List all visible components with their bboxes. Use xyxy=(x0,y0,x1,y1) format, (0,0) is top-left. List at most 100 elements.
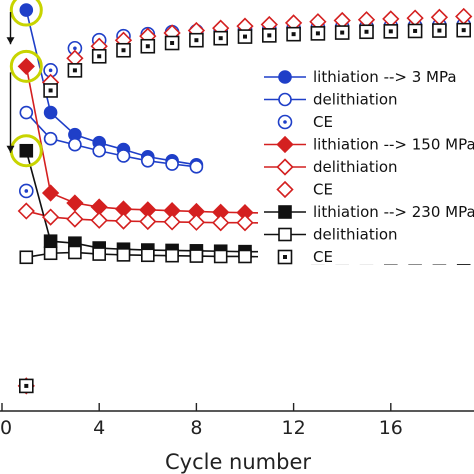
series-7-point-4 xyxy=(116,248,131,262)
series-8-point-10-dot xyxy=(267,33,272,38)
series-8-point-4 xyxy=(116,42,131,58)
series-8-point-14 xyxy=(359,24,374,40)
x-tick-label-3: 12 xyxy=(282,417,306,439)
series-6-point-1 xyxy=(43,234,58,248)
series-1-point-1 xyxy=(43,131,58,146)
legend-item-2: CE xyxy=(277,113,333,131)
x-axis-title: Cycle number xyxy=(165,450,311,474)
series-7-point-7 xyxy=(189,249,204,263)
series-4-point-1 xyxy=(41,208,60,226)
series-3-point-2 xyxy=(66,194,84,212)
series-1-point-5 xyxy=(141,154,155,168)
arrow-1-head xyxy=(6,145,15,153)
series-8-point-9 xyxy=(237,29,253,44)
series-7-point-4-shape xyxy=(116,248,131,262)
series-7-point-0-shape xyxy=(19,250,34,265)
series-7-point-1 xyxy=(43,246,58,261)
x-axis-ticks: 0 4 8 12 16 xyxy=(0,403,403,439)
legend-label-3: lithiation --> 150 MPa xyxy=(313,136,474,154)
legend-label-1: delithiation xyxy=(313,91,398,109)
series-7-point-8-shape xyxy=(213,249,228,264)
annotation-arrows xyxy=(6,12,15,153)
series-0-point-1-shape xyxy=(43,105,58,120)
legend-marker-2-dot xyxy=(283,120,287,124)
series-7-point-9 xyxy=(238,249,252,264)
series-8-point-2-dot xyxy=(72,68,77,73)
series-7-point-5-shape xyxy=(141,248,155,263)
legend-marker-5 xyxy=(276,180,294,199)
series-8-point-15-dot xyxy=(388,29,393,34)
legend-label-5: CE xyxy=(313,181,333,199)
series-6-point-0 xyxy=(19,143,34,158)
series-1-point-4 xyxy=(116,149,131,163)
legend-label-6: lithiation --> 230 MPa xyxy=(313,203,474,221)
legend-marker-0 xyxy=(278,70,292,84)
series-8-point-10 xyxy=(261,28,277,43)
legend-marker-1 xyxy=(278,92,292,107)
legend-marker-2 xyxy=(277,114,293,130)
series-8-point-12-dot xyxy=(315,31,320,36)
series-3-point-1 xyxy=(41,184,60,202)
series-8-point-18-dot xyxy=(461,28,466,33)
series-2-point-1-dot xyxy=(48,68,53,73)
series-1-point-2-shape xyxy=(68,137,82,152)
series-1-point-0 xyxy=(19,105,34,120)
series-0-point-0-shape xyxy=(19,3,34,17)
series-8-point-3 xyxy=(91,48,107,64)
series-6-point-1-shape xyxy=(43,234,58,248)
series-8-point-13 xyxy=(334,25,350,40)
series-8-point-4-dot xyxy=(121,48,126,53)
series-8-point-0-dot xyxy=(24,383,29,388)
series-1-point-6-shape xyxy=(165,157,179,171)
legend-marker-4 xyxy=(276,158,294,176)
series-8-point-9-dot xyxy=(243,34,247,39)
series-1-point-7 xyxy=(189,160,204,174)
arrow-1 xyxy=(6,72,15,153)
series-8-point-14-dot xyxy=(364,29,369,34)
series-1-point-6 xyxy=(165,157,179,171)
series-8-point-18 xyxy=(456,22,472,38)
series-4-point-2 xyxy=(66,210,84,228)
series-2-point-0-dot xyxy=(24,189,29,193)
series-8-point-11 xyxy=(286,26,301,42)
series-8-point-6 xyxy=(164,35,180,51)
series-1-point-0-shape xyxy=(19,105,34,120)
series-8-point-16-dot xyxy=(413,28,418,33)
series-4-point-6 xyxy=(163,213,181,231)
legend-marker-0-shape xyxy=(278,70,292,84)
x-tick-label-2: 8 xyxy=(190,417,202,439)
legend-item-4: delithiation xyxy=(264,158,398,176)
series-4-point-8 xyxy=(212,214,230,232)
series-7-point-9-shape xyxy=(238,249,252,264)
legend-label-8: CE xyxy=(313,248,333,266)
x-tick-label-1: 4 xyxy=(93,417,105,439)
legend-marker-3 xyxy=(276,135,294,154)
series-4-point-4 xyxy=(114,212,133,230)
series-1-point-5-shape xyxy=(141,154,155,168)
legend-item-3: lithiation --> 150 MPa xyxy=(264,136,474,154)
highlight-circle-0 xyxy=(9,0,43,27)
legend-marker-1-shape xyxy=(278,92,292,107)
series-8-point-1-dot xyxy=(48,88,53,93)
series-8-point-3-dot xyxy=(97,54,102,59)
series-8-point-17 xyxy=(432,23,447,38)
legend-item-0: lithiation --> 3 MPa xyxy=(264,68,457,86)
series-4-point-3 xyxy=(90,211,108,229)
legend-label-2: CE xyxy=(313,113,333,131)
arrow-0 xyxy=(6,12,15,45)
series-2-point-0 xyxy=(18,183,34,199)
series-7-point-6 xyxy=(165,248,179,263)
legend-item-5: CE xyxy=(276,180,333,199)
series-8-point-7 xyxy=(189,32,204,48)
series-4-point-7 xyxy=(187,213,206,231)
series-1-point-1-shape xyxy=(43,131,58,146)
series-7-point-0 xyxy=(19,250,34,265)
series-8-point-16 xyxy=(407,23,423,39)
series-8-point-11-dot xyxy=(291,32,296,37)
legend-background xyxy=(258,62,474,264)
series-8-point-0 xyxy=(18,378,34,394)
x-tick-label-4: 16 xyxy=(379,417,403,439)
arrow-0-head xyxy=(6,37,15,45)
highlight-circles xyxy=(9,0,43,168)
